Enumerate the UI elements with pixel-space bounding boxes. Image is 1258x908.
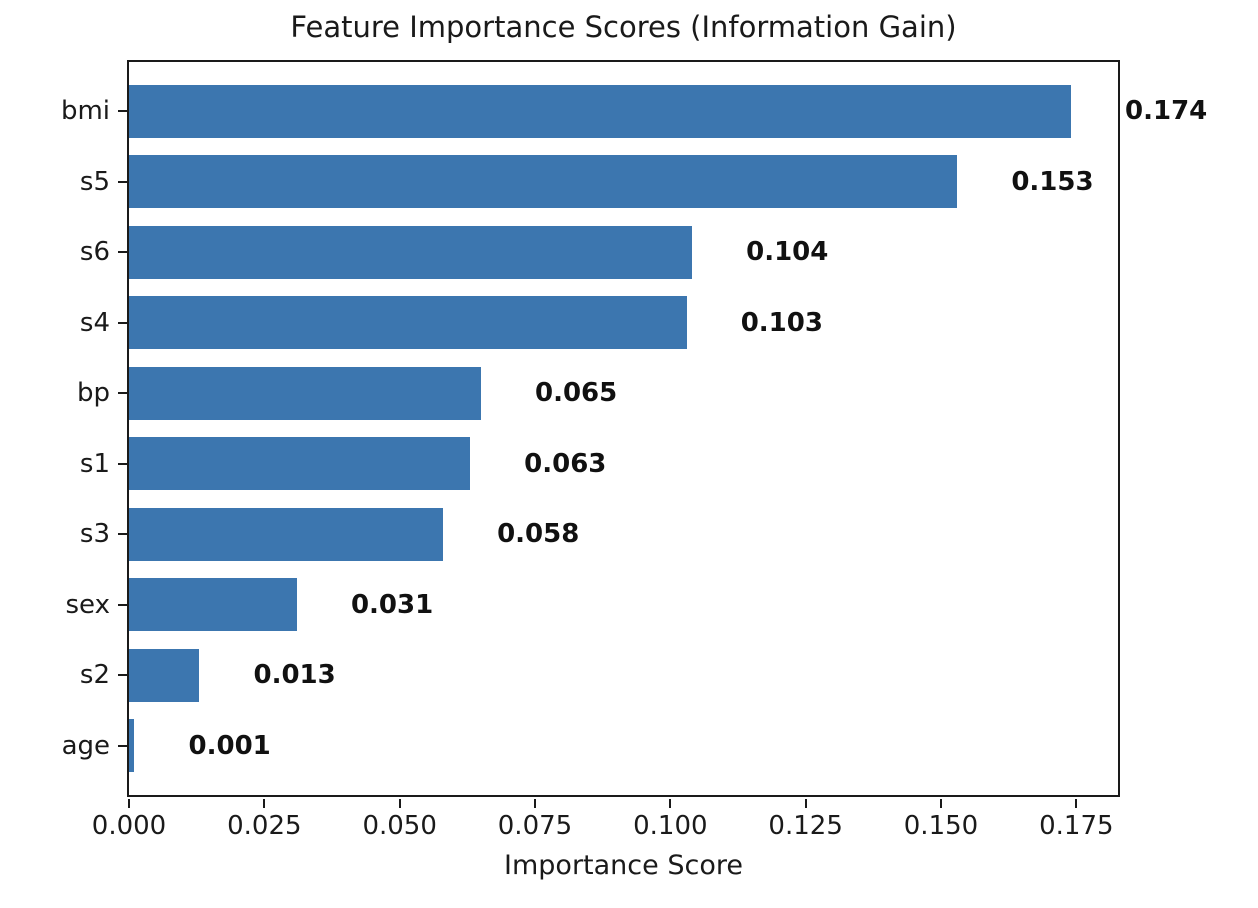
y-tick-label: s3 <box>79 519 110 550</box>
bar <box>129 84 1071 138</box>
bar-row: s4 0.103 <box>80 288 1118 359</box>
bars-layer: bmi 0.174 s5 0.153 s6 0.104 s4 0.103 bp 0.065 s1 0.… <box>61 62 1207 795</box>
chart-title: Feature Importance Scores (Information G… <box>290 10 957 44</box>
y-tick-mark <box>118 251 127 254</box>
bar-value-label: 0.153 <box>1011 166 1094 197</box>
bar-value-label: 0.013 <box>253 660 336 691</box>
x-tick-label: 0.050 <box>362 811 437 841</box>
y-tick-mark <box>118 180 127 183</box>
x-tick-mark <box>939 799 942 808</box>
bar-row: bp 0.065 <box>77 358 1118 429</box>
y-tick-label: s2 <box>79 660 110 691</box>
x-tick-label: 0.175 <box>1039 811 1114 841</box>
x-tick-label: 0.125 <box>768 811 843 841</box>
y-tick-mark <box>118 392 127 395</box>
y-tick-mark <box>118 321 127 324</box>
bar-row: bmi 0.174 <box>61 76 1207 147</box>
x-tick-mark <box>398 799 401 808</box>
bar <box>129 437 471 491</box>
x-tick-label: 0.100 <box>633 811 708 841</box>
bar <box>129 225 692 279</box>
y-tick-label: bmi <box>60 96 110 127</box>
x-tick-mark <box>1075 799 1078 808</box>
bar <box>129 578 297 632</box>
bar <box>129 155 958 209</box>
y-tick-label: s4 <box>79 307 110 338</box>
y-tick-mark <box>118 533 127 536</box>
x-axis-label: Importance Score <box>504 850 743 881</box>
bar-row: s2 0.013 <box>80 640 1118 711</box>
bar-row: sex 0.031 <box>66 570 1118 641</box>
bar-value-label: 0.065 <box>534 378 618 409</box>
bar-value-label: 0.103 <box>740 307 823 338</box>
bar-value-label: 0.063 <box>524 448 607 479</box>
bar <box>129 719 135 773</box>
x-tick-label: 0.075 <box>497 811 573 841</box>
bar <box>129 648 200 702</box>
plot-area: bmi 0.174 s5 0.153 s6 0.104 s4 0.103 bp 0.065 s1 0.… <box>61 60 1207 841</box>
bar-value-label: 0.001 <box>188 730 271 761</box>
y-tick-mark <box>118 674 127 677</box>
y-tick-label: age <box>61 730 110 761</box>
x-tick-label: 0.150 <box>903 811 979 841</box>
bar <box>129 296 687 350</box>
y-tick-label: s6 <box>79 237 110 268</box>
bar-row: s6 0.104 <box>80 217 1118 288</box>
x-tick-label: 0.000 <box>91 811 167 841</box>
x-tick-mark <box>533 799 536 808</box>
bar-row: s1 0.063 <box>80 429 1118 500</box>
y-tick-label: s5 <box>79 166 110 197</box>
x-tick-mark <box>804 799 807 808</box>
bar-row: age 0.001 <box>62 711 1118 782</box>
bar-value-label: 0.031 <box>350 589 434 620</box>
y-tick-label: s1 <box>79 448 110 479</box>
bar-value-label: 0.104 <box>746 237 829 268</box>
y-tick-mark <box>118 462 127 465</box>
x-tick-label: 0.025 <box>227 811 302 841</box>
y-tick-label: bp <box>76 378 110 409</box>
x-tick-mark <box>128 799 130 808</box>
bar-row: s3 0.058 <box>80 499 1118 570</box>
bar-value-label: 0.174 <box>1125 96 1208 127</box>
y-tick-mark <box>118 744 127 747</box>
x-tick-mark <box>669 799 672 808</box>
x-tick-mark <box>263 799 266 808</box>
y-tick-mark <box>118 603 127 606</box>
bar <box>129 366 481 420</box>
bar-row: s5 0.153 <box>80 147 1118 218</box>
bar-value-label: 0.058 <box>497 519 580 550</box>
y-tick-mark <box>118 110 127 113</box>
y-tick-label: sex <box>65 589 110 620</box>
bar <box>129 507 443 561</box>
